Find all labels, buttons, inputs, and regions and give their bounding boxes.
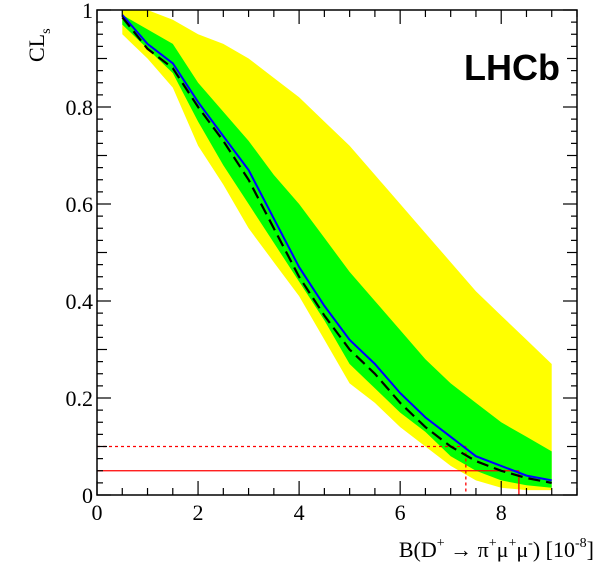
band-1sigma <box>122 14 552 488</box>
y-tick-label: 0.8 <box>66 95 94 120</box>
x-tick-label: 0 <box>92 500 103 525</box>
y-tick-label: 0.2 <box>66 386 94 411</box>
expected-bands <box>122 10 552 491</box>
y-tick-label: 1 <box>82 0 93 23</box>
observed-cls-line <box>121 14 552 482</box>
expected-cls-line <box>121 16 552 484</box>
y-axis-title-sub: s <box>39 28 54 33</box>
x-tick-label: 4 <box>294 500 305 525</box>
y-tick-label: 0.4 <box>66 289 94 314</box>
axis-ticks: 0 2 4 6 8 0 0.2 0.4 0.6 0.8 1 <box>66 0 578 525</box>
x-tick-label: 8 <box>496 500 507 525</box>
x-axis-title: B(D+ → π+μ+μ-) [10-8] <box>399 536 594 562</box>
lhcb-logo: LHCb <box>464 47 560 88</box>
y-axis-title-main: CL <box>24 34 49 62</box>
y-axis-title: CLs <box>24 28 54 62</box>
x-tick-label: 2 <box>193 500 204 525</box>
x-tick-label: 6 <box>395 500 406 525</box>
svg-text:CLs: CLs <box>24 28 54 62</box>
cls-curves <box>121 14 552 484</box>
y-tick-label: 0 <box>82 483 93 508</box>
y-tick-label: 0.6 <box>66 192 94 217</box>
